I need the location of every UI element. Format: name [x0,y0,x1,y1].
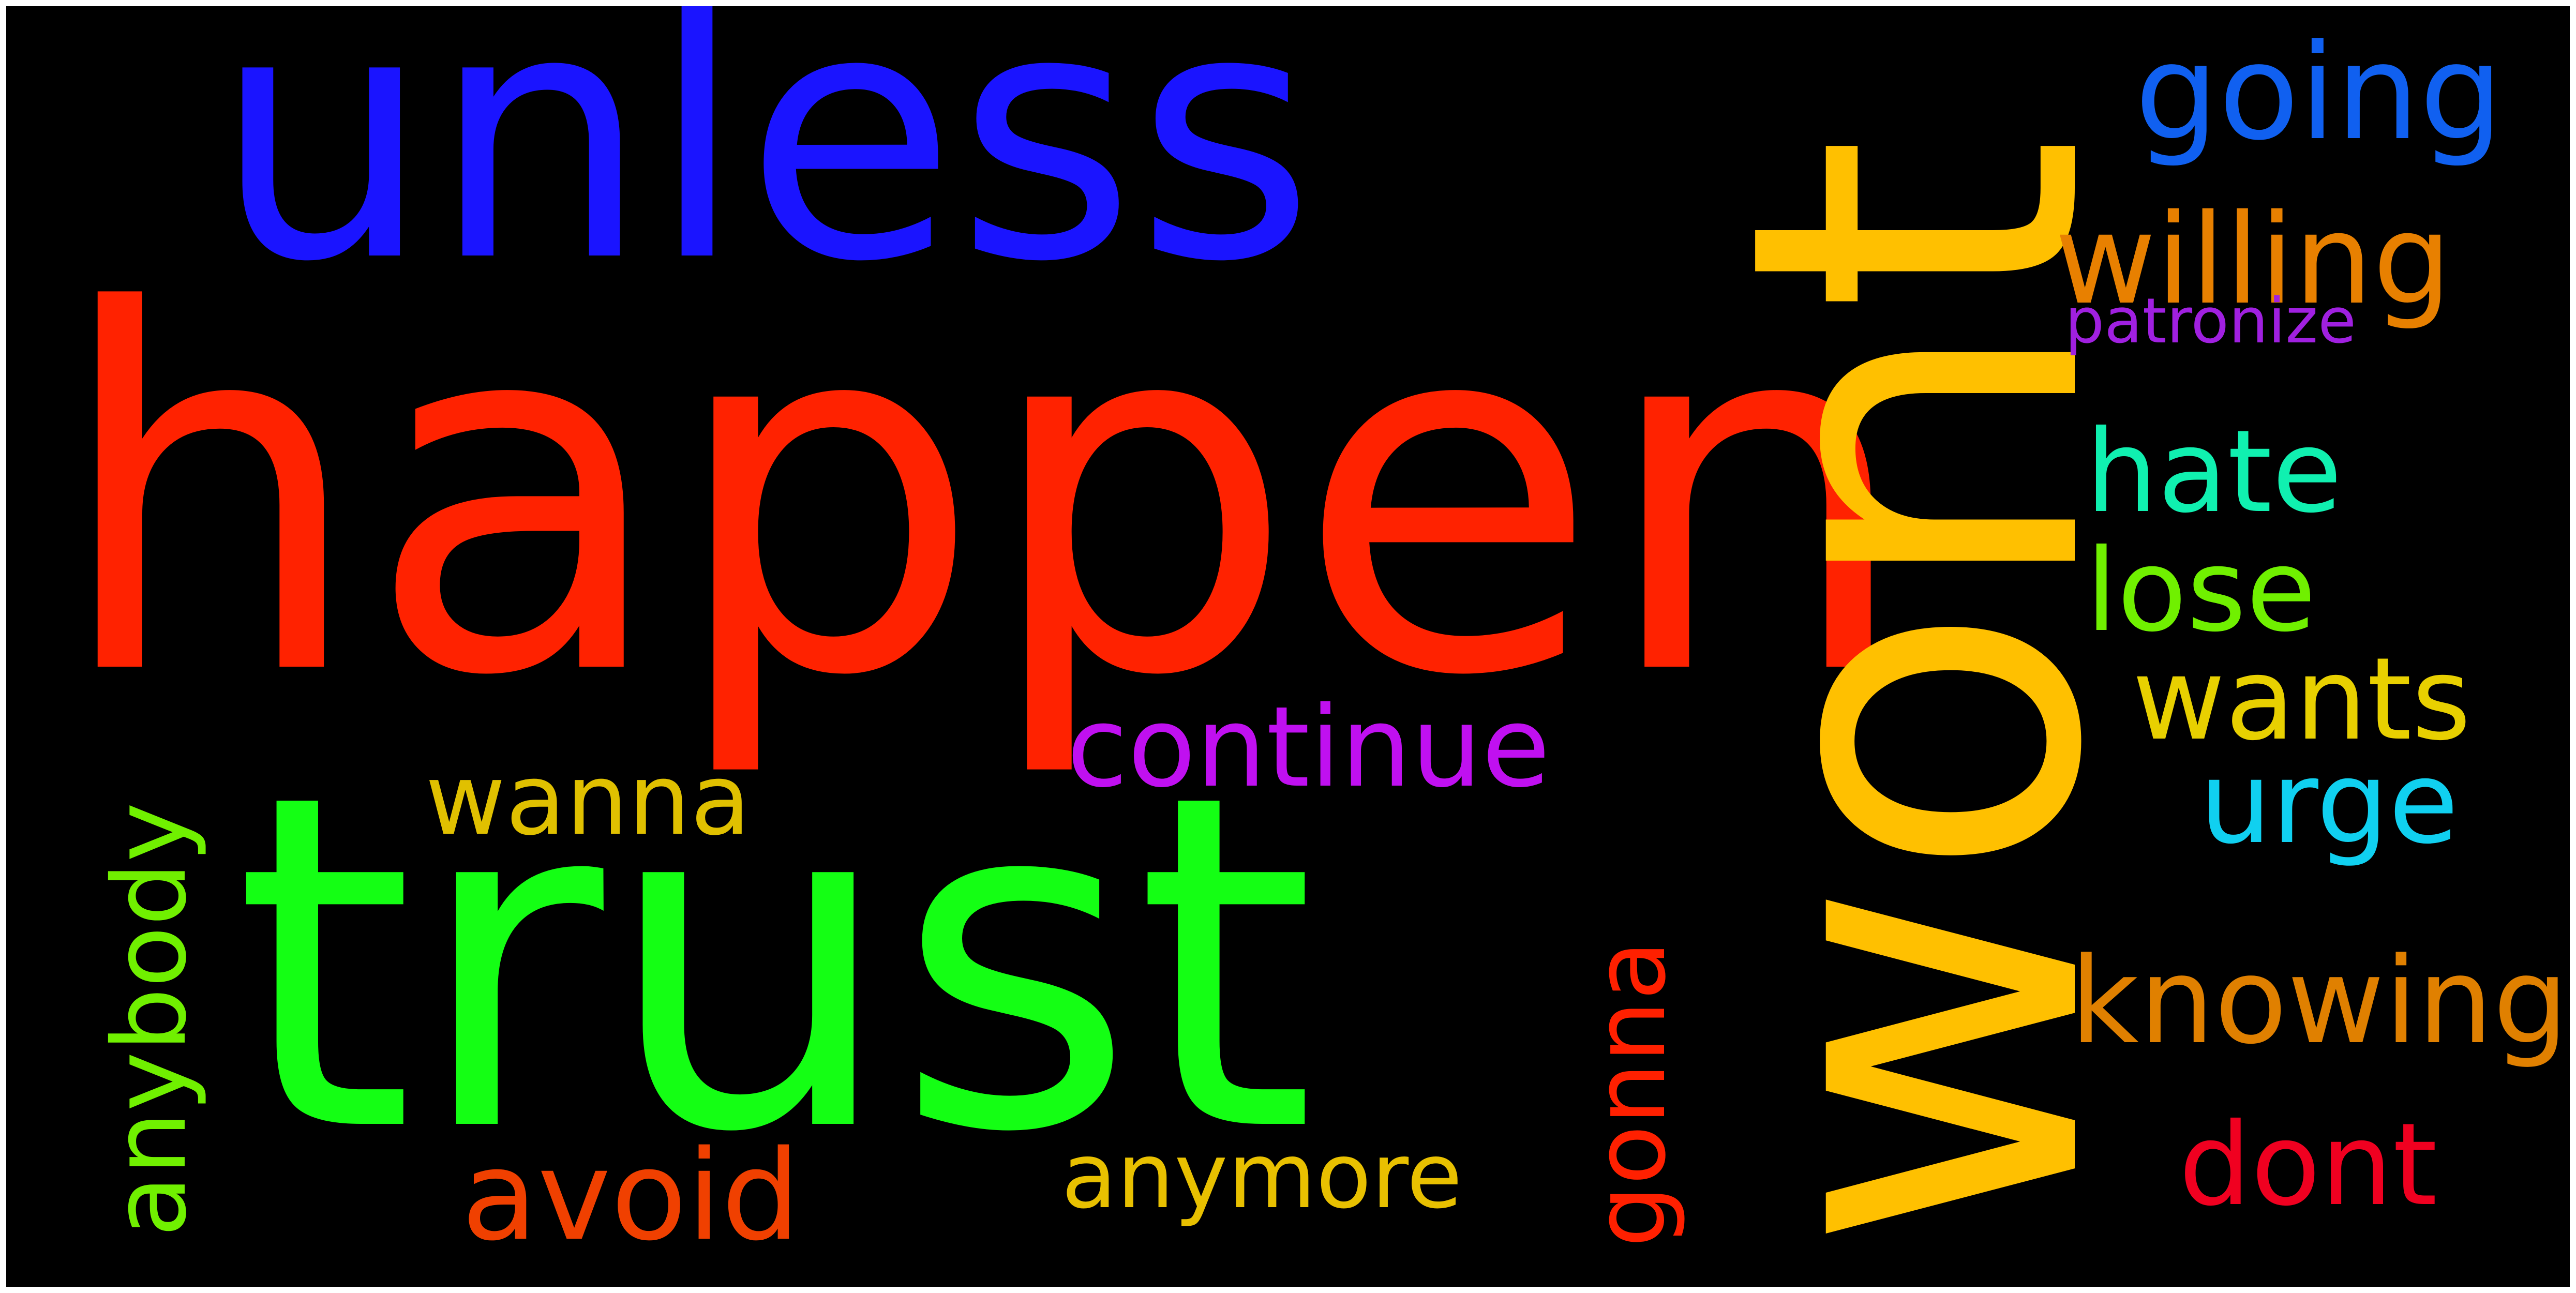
word-avoid: avoid [461,1123,800,1268]
word-willing: willing [2055,187,2452,332]
word-wants: wants [2132,633,2472,765]
word-lose: lose [2086,524,2316,657]
word-happen: happen [53,209,1913,784]
word-continue: continue [1067,682,1550,812]
word-unless: unless [213,6,1315,337]
word-dont: dont [2179,1099,2437,1231]
word-anybody: anybody [91,802,208,1237]
word-cloud: unless happen trust wont going willing p… [6,6,2570,1287]
word-knowing: knowing [2070,933,2569,1071]
word-going: going [2135,16,2504,170]
word-hate: hate [2086,405,2342,538]
word-wanna: wanna [425,743,751,857]
word-gonna: gonna [1573,940,1687,1247]
word-urge: urge [2199,736,2459,869]
word-patronize: patronize [2065,285,2357,357]
word-trust: trust [234,697,1316,1232]
word-anymore: anymore [1061,1124,1463,1229]
